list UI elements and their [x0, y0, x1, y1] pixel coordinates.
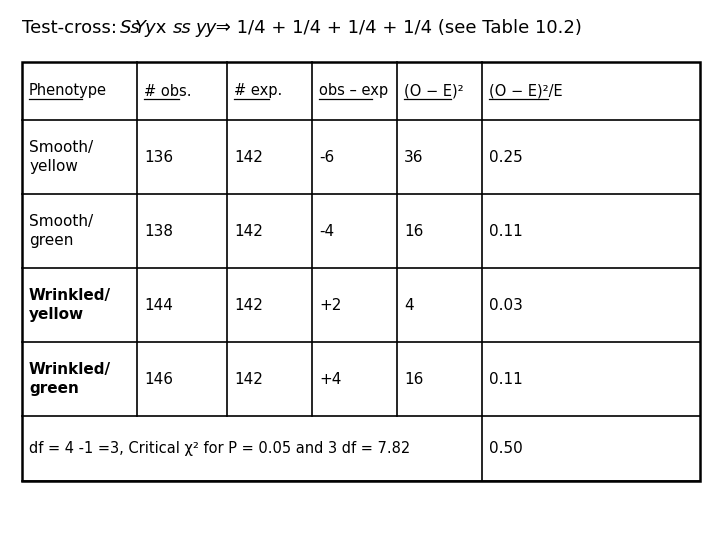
Text: 36: 36 [404, 150, 423, 165]
Text: 0.03: 0.03 [489, 298, 523, 313]
Text: Yy: Yy [135, 19, 157, 37]
Bar [22, 62, 700, 481]
Text: 16: 16 [404, 372, 423, 387]
Text: 4: 4 [404, 298, 413, 313]
Text: 0.11: 0.11 [489, 224, 523, 239]
Text: x: x [150, 19, 172, 37]
Text: 16: 16 [404, 224, 423, 239]
Text: obs – exp: obs – exp [319, 84, 388, 98]
Text: # obs.: # obs. [144, 84, 192, 98]
Text: 0.50: 0.50 [489, 441, 523, 456]
Text: Smooth/
green: Smooth/ green [29, 214, 93, 248]
Text: Test-cross:: Test-cross: [22, 19, 128, 37]
Text: 142: 142 [234, 224, 263, 239]
Text: Wrinkled/
green: Wrinkled/ green [29, 362, 111, 396]
Text: 0.11: 0.11 [489, 372, 523, 387]
Text: yy: yy [195, 19, 217, 37]
Text: 144: 144 [144, 298, 173, 313]
Text: Smooth/
yellow: Smooth/ yellow [29, 140, 93, 174]
Text: Wrinkled/
yellow: Wrinkled/ yellow [29, 288, 111, 322]
Text: 0.25: 0.25 [489, 150, 523, 165]
Text: # exp.: # exp. [234, 84, 282, 98]
Text: (O − E)²: (O − E)² [404, 84, 464, 98]
Text: 142: 142 [234, 298, 263, 313]
Text: 136: 136 [144, 150, 173, 165]
Text: -6: -6 [319, 150, 334, 165]
Text: Ss: Ss [120, 19, 141, 37]
Text: (O − E)²/E: (O − E)²/E [489, 84, 562, 98]
Text: df = 4 -1 =3, Critical χ² for P = 0.05 and 3 df = 7.82: df = 4 -1 =3, Critical χ² for P = 0.05 a… [29, 441, 410, 456]
Text: 142: 142 [234, 372, 263, 387]
Text: 146: 146 [144, 372, 173, 387]
Text: -4: -4 [319, 224, 334, 239]
Text: Phenotype: Phenotype [29, 84, 107, 98]
Text: +2: +2 [319, 298, 341, 313]
Text: ss: ss [173, 19, 192, 37]
Text: 142: 142 [234, 150, 263, 165]
Text: +4: +4 [319, 372, 341, 387]
Text: 138: 138 [144, 224, 173, 239]
Text: ⇒ 1/4 + 1/4 + 1/4 + 1/4 (see Table 10.2): ⇒ 1/4 + 1/4 + 1/4 + 1/4 (see Table 10.2) [210, 19, 582, 37]
